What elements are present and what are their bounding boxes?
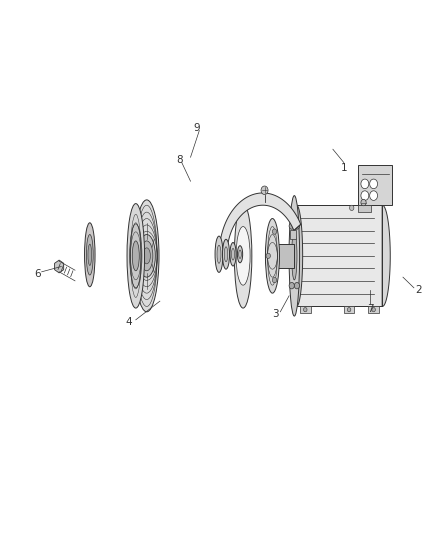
Circle shape <box>289 282 294 289</box>
Text: 6: 6 <box>34 270 41 279</box>
Circle shape <box>370 191 378 200</box>
Circle shape <box>361 199 366 206</box>
Circle shape <box>347 308 351 312</box>
Polygon shape <box>270 244 294 268</box>
Polygon shape <box>220 193 301 247</box>
Circle shape <box>350 205 354 211</box>
Circle shape <box>272 229 277 235</box>
Ellipse shape <box>292 232 297 280</box>
Text: 2: 2 <box>415 286 422 295</box>
Ellipse shape <box>130 224 142 288</box>
Ellipse shape <box>132 241 139 271</box>
Polygon shape <box>55 260 64 273</box>
Ellipse shape <box>289 196 300 316</box>
Circle shape <box>261 186 268 195</box>
Circle shape <box>272 277 277 282</box>
Ellipse shape <box>234 204 252 308</box>
Circle shape <box>370 179 378 189</box>
Ellipse shape <box>224 247 228 262</box>
Text: 3: 3 <box>272 310 279 319</box>
Ellipse shape <box>217 245 221 263</box>
Ellipse shape <box>127 204 145 308</box>
Circle shape <box>289 223 294 229</box>
Ellipse shape <box>236 227 250 285</box>
Circle shape <box>304 308 307 312</box>
Ellipse shape <box>223 239 230 269</box>
Ellipse shape <box>86 235 93 275</box>
Polygon shape <box>358 165 392 205</box>
Ellipse shape <box>141 241 153 271</box>
Ellipse shape <box>237 246 243 263</box>
Text: 7: 7 <box>367 304 374 314</box>
Ellipse shape <box>88 244 92 265</box>
Polygon shape <box>297 205 382 306</box>
Ellipse shape <box>239 250 241 259</box>
Circle shape <box>361 179 369 189</box>
Circle shape <box>266 253 270 259</box>
Ellipse shape <box>266 244 275 268</box>
Ellipse shape <box>85 223 95 287</box>
Circle shape <box>372 308 375 312</box>
Ellipse shape <box>138 235 155 277</box>
Ellipse shape <box>215 236 223 272</box>
Text: 1: 1 <box>340 163 347 173</box>
Text: 9: 9 <box>194 123 201 133</box>
Ellipse shape <box>232 248 235 260</box>
Polygon shape <box>368 306 379 313</box>
Ellipse shape <box>230 243 236 266</box>
Circle shape <box>361 191 369 200</box>
Circle shape <box>294 223 300 229</box>
Ellipse shape <box>134 200 159 312</box>
Polygon shape <box>382 205 390 306</box>
Polygon shape <box>344 306 354 313</box>
Text: 4: 4 <box>126 318 133 327</box>
Polygon shape <box>300 306 311 313</box>
Ellipse shape <box>143 248 150 264</box>
Ellipse shape <box>265 219 279 293</box>
Polygon shape <box>358 205 371 212</box>
Polygon shape <box>290 230 296 239</box>
Circle shape <box>294 282 300 289</box>
Polygon shape <box>297 205 303 306</box>
Text: 8: 8 <box>176 155 183 165</box>
